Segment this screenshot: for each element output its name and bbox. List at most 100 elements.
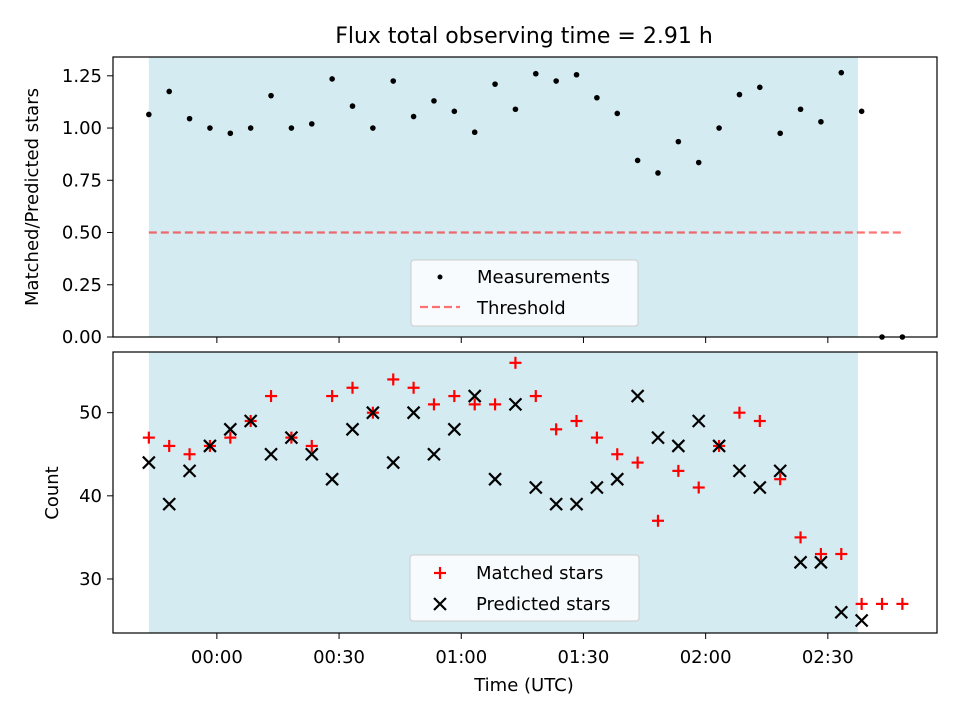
measurement-point: [146, 111, 152, 118]
measurement-point: [655, 170, 661, 176]
measurement-point: [757, 84, 763, 91]
measurement-point: [410, 113, 417, 120]
measurement-point: [451, 108, 458, 115]
predicted-star-point: [732, 464, 747, 478]
matched-star-point: [672, 464, 685, 477]
predicted-star-point: [569, 497, 584, 511]
matched-star-point: [570, 415, 583, 428]
flux-ratio-axes: 0.00 0.25 0.50 0.75 1.00 1.25 Measurements Th…: [22, 56, 938, 348]
matched-star-point: [346, 381, 359, 394]
matched-star-point: [855, 597, 868, 610]
y-tick-label: 0.25: [62, 275, 102, 296]
measurement-point: [186, 115, 193, 122]
matched-star-point: [590, 431, 603, 444]
x-tick-label: 00:00: [191, 647, 243, 668]
measurement-point: [471, 129, 478, 136]
y-axis-label-bottom: Count: [42, 466, 63, 519]
matched-star-point: [163, 439, 176, 452]
measurement-point: [288, 125, 295, 131]
series-layer-bottom: [142, 356, 909, 628]
matched-star-point: [651, 514, 664, 527]
predicted-star-point: [651, 430, 665, 445]
predicted-star-point: [549, 497, 563, 511]
y-tick-label: 1.25: [62, 66, 102, 87]
measurement-point: [675, 138, 682, 145]
measurement-point: [594, 94, 600, 101]
matched-star-point: [489, 398, 502, 411]
matched-star-point: [814, 548, 827, 561]
legend-label-matched: Matched stars: [476, 563, 603, 584]
y-tick-label: 1.00: [62, 118, 102, 139]
measurement-point: [532, 70, 539, 77]
matched-star-point: [631, 456, 644, 469]
matched-star-point: [448, 390, 461, 403]
x-tick-label: 01:30: [558, 647, 610, 668]
matched-star-point: [529, 390, 542, 403]
predicted-star-point: [467, 389, 482, 403]
matched-star-point: [550, 423, 563, 436]
measurement-point: [818, 118, 824, 125]
y-tick-label: 0.50: [62, 223, 102, 244]
measurement-point: [308, 121, 315, 127]
figure-title: Flux total observing time = 2.91 h: [335, 24, 713, 49]
predicted-star-point: [345, 422, 360, 437]
legend-marker-measurements: [437, 274, 443, 280]
measurement-point: [716, 125, 722, 131]
matched-star-point: [326, 390, 339, 403]
predicted-star-point: [793, 555, 808, 570]
predicted-star-point: [203, 439, 217, 453]
matched-star-point: [305, 439, 318, 452]
legend-label-threshold: Threshold: [476, 298, 566, 319]
predicted-star-point: [142, 455, 156, 470]
measurement-point: [573, 71, 580, 78]
matched-star-point: [794, 531, 807, 544]
measurement-point: [695, 159, 702, 166]
measurement-point: [512, 106, 519, 113]
legend-bottom: Matched stars Predicted stars: [409, 554, 640, 622]
matched-star-point: [509, 356, 522, 369]
measurement-point: [553, 78, 559, 84]
predicted-star-point: [447, 422, 462, 437]
predicted-star-point: [610, 472, 625, 486]
y-tick-label: 0.00: [62, 327, 102, 348]
matched-star-point: [753, 415, 766, 428]
y-tick-label: 50: [79, 403, 102, 424]
measurement-point: [227, 130, 234, 137]
predicted-star-point: [304, 447, 319, 462]
x-axis-label: Time (UTC): [473, 675, 574, 696]
predicted-star-point: [671, 439, 686, 453]
measurement-point: [207, 125, 213, 131]
matched-star-point: [183, 448, 196, 461]
predicted-star-point: [630, 389, 645, 403]
predicted-star-point: [427, 447, 441, 462]
matched-star-point: [611, 448, 624, 461]
predicted-star-point: [264, 447, 278, 462]
predicted-star-point: [814, 555, 828, 570]
y-axis-label-top: Matched/Predicted stars: [22, 88, 43, 306]
measurement-point: [736, 91, 743, 98]
legend-label-predicted: Predicted stars: [476, 594, 610, 615]
measurement-point: [777, 130, 783, 137]
axes-frame: [112, 56, 938, 338]
y-tick-label: 0.75: [62, 170, 102, 191]
predicted-star-point: [854, 613, 869, 628]
series-layer-top: [146, 69, 906, 340]
predicted-star-point: [386, 455, 401, 470]
predicted-star-point: [773, 464, 787, 478]
measurement-point: [614, 110, 621, 117]
matched-star-point: [774, 473, 787, 486]
matched-star-point: [896, 597, 909, 610]
x-tick-label: 00:30: [313, 647, 365, 668]
count-axes: 30 40 50 00:00 00:30 01:00 01:30 02:00 02:30 Ma…: [42, 351, 938, 696]
matched-star-point: [427, 398, 440, 411]
measurement-point: [370, 125, 376, 131]
measurement-point: [634, 157, 641, 164]
matched-star-point: [692, 481, 705, 494]
measurement-point: [858, 108, 865, 115]
matched-star-point: [468, 398, 481, 411]
measurement-point: [431, 98, 437, 104]
legend-label-measurements: Measurements: [477, 267, 610, 288]
matched-star-point: [387, 373, 400, 386]
measurement-point: [390, 78, 397, 84]
predicted-star-point: [223, 422, 238, 437]
